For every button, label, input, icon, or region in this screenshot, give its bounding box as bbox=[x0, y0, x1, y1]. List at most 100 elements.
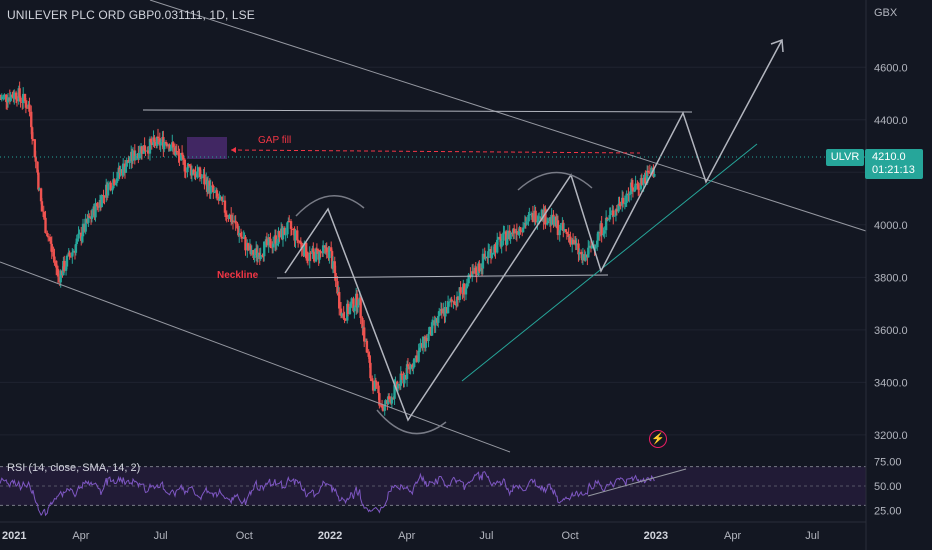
candle-body bbox=[308, 252, 311, 261]
descending-channel-bottom[interactable] bbox=[0, 261, 511, 453]
candle-body bbox=[384, 400, 387, 405]
candle-body bbox=[71, 252, 74, 257]
candle-body bbox=[88, 216, 91, 218]
candle-body bbox=[53, 256, 56, 261]
candle-body bbox=[458, 287, 461, 300]
resistance-line[interactable] bbox=[142, 109, 693, 113]
candle-body bbox=[603, 230, 606, 234]
candle-body bbox=[267, 237, 270, 246]
candle-body bbox=[361, 317, 364, 329]
head-arc-bottom[interactable] bbox=[376, 409, 447, 435]
time-tick-label: Apr bbox=[398, 530, 416, 542]
price-tick-label: 3800.0 bbox=[874, 272, 908, 284]
candle-body bbox=[348, 306, 352, 314]
candle-body bbox=[265, 239, 269, 246]
candle-body bbox=[617, 203, 620, 212]
candle-body bbox=[336, 281, 339, 294]
ascending-trendline[interactable] bbox=[461, 143, 758, 382]
candle-body bbox=[418, 348, 421, 351]
candle-body bbox=[546, 222, 549, 225]
descending-channel-top[interactable] bbox=[149, 0, 867, 232]
candle-body bbox=[498, 237, 502, 239]
candle-body bbox=[143, 145, 146, 151]
price-tick-label: 4400.0 bbox=[874, 115, 908, 127]
candle-body bbox=[140, 146, 144, 154]
projection-arrowhead[interactable] bbox=[770, 38, 784, 53]
candle-body bbox=[380, 405, 384, 407]
candle-body bbox=[467, 274, 470, 284]
candle-body bbox=[315, 248, 319, 250]
head-arc-top-right[interactable] bbox=[517, 171, 593, 191]
candle-body bbox=[59, 270, 62, 283]
candle-body bbox=[578, 252, 581, 255]
candle-body bbox=[381, 406, 385, 411]
candle-body bbox=[256, 252, 260, 258]
candle-body bbox=[236, 223, 239, 229]
candle-body bbox=[409, 364, 412, 370]
neckline[interactable] bbox=[276, 274, 609, 279]
candle-body bbox=[540, 209, 544, 220]
candle-body bbox=[319, 251, 322, 253]
candle-body bbox=[425, 337, 428, 342]
candle-body bbox=[113, 179, 116, 185]
candle-body bbox=[461, 292, 464, 294]
candle-body bbox=[75, 238, 78, 244]
candle-body bbox=[487, 248, 491, 252]
candle-body bbox=[328, 247, 331, 259]
candle-body bbox=[462, 283, 466, 295]
candle-body bbox=[355, 293, 359, 308]
price-tick-label: 3600.0 bbox=[874, 325, 908, 337]
candle-body bbox=[259, 255, 262, 259]
candle-body bbox=[74, 243, 78, 253]
rsi-panel bbox=[0, 466, 866, 517]
time-tick-label: 2023 bbox=[643, 530, 669, 542]
candle-body bbox=[131, 150, 135, 161]
ticker-badge: ULVR bbox=[826, 149, 864, 166]
symbol-title[interactable]: UNILEVER PLC ORD GBP0.031111, 1D, LSE bbox=[7, 8, 255, 22]
candle-body bbox=[289, 221, 293, 229]
candle-body bbox=[411, 364, 414, 369]
candle-body bbox=[23, 93, 27, 102]
candle-body bbox=[63, 260, 66, 271]
candle-body bbox=[584, 254, 587, 261]
candle-body bbox=[393, 384, 396, 399]
rsi-trendline[interactable] bbox=[587, 468, 687, 497]
candle-body bbox=[602, 233, 605, 236]
candle-body bbox=[558, 230, 561, 236]
gap-fill-box[interactable] bbox=[187, 137, 227, 159]
time-tick-label: Apr bbox=[72, 530, 90, 542]
candle-body bbox=[253, 255, 256, 258]
candle-body bbox=[469, 274, 472, 277]
candle-body bbox=[571, 239, 575, 245]
candle-body bbox=[369, 362, 372, 379]
candle-body bbox=[234, 220, 237, 224]
candle-body bbox=[111, 188, 114, 191]
candle-body bbox=[567, 233, 570, 238]
candle-body bbox=[38, 188, 41, 190]
candle-body bbox=[594, 244, 597, 249]
candle-body bbox=[3, 94, 6, 96]
last-price-badge: 4210.0 01:21:13 bbox=[865, 149, 923, 179]
candle-body bbox=[431, 320, 435, 323]
candle-body bbox=[56, 269, 60, 277]
candle-body bbox=[628, 193, 631, 196]
rsi-label[interactable]: RSI (14, close, SMA, 14, 2) bbox=[7, 462, 141, 474]
lightning-bolt-icon[interactable]: ⚡ bbox=[649, 430, 667, 448]
candle-body bbox=[103, 195, 106, 198]
candle-body bbox=[331, 261, 335, 269]
candle-body bbox=[9, 94, 12, 101]
drawings[interactable] bbox=[0, 0, 867, 453]
head-arc-top-left[interactable] bbox=[295, 195, 365, 217]
candle-body bbox=[359, 297, 362, 318]
candle-body bbox=[18, 88, 21, 98]
price-axis[interactable]: 4600.04400.04200.04000.03800.03600.03400… bbox=[865, 0, 908, 550]
candle-body bbox=[349, 303, 353, 307]
candle-body bbox=[565, 232, 569, 234]
gap-fill-line[interactable] bbox=[230, 149, 641, 154]
candle-body bbox=[587, 247, 590, 258]
candle-body bbox=[496, 239, 499, 253]
candle-body bbox=[278, 230, 281, 238]
pattern-path[interactable] bbox=[284, 39, 783, 422]
candle-body bbox=[34, 157, 37, 162]
